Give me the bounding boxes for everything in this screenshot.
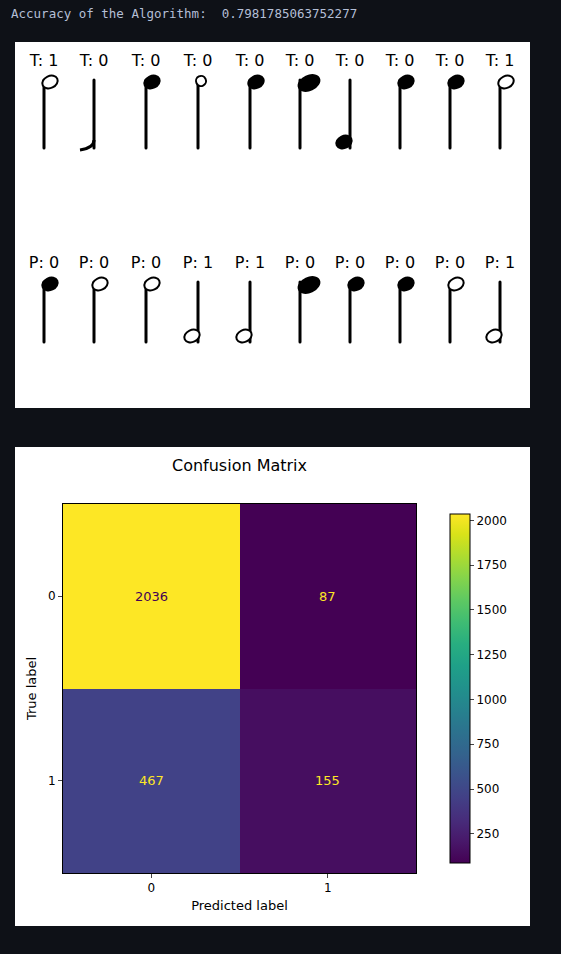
svg-text:Predicted label: Predicted label xyxy=(191,898,288,913)
svg-text:1750: 1750 xyxy=(476,558,507,572)
svg-text:87: 87 xyxy=(319,589,336,604)
svg-text:1: 1 xyxy=(48,774,56,788)
svg-text:2000: 2000 xyxy=(476,514,507,528)
svg-text:T: 0: T: 0 xyxy=(335,51,365,70)
svg-text:P: 1: P: 1 xyxy=(183,253,213,272)
svg-text:T: 0: T: 0 xyxy=(235,51,265,70)
svg-text:True label: True label xyxy=(24,657,39,721)
svg-text:P: 0: P: 0 xyxy=(131,253,161,272)
svg-text:Confusion Matrix: Confusion Matrix xyxy=(172,456,307,475)
svg-text:P: 1: P: 1 xyxy=(485,253,515,272)
svg-text:750: 750 xyxy=(476,737,499,751)
svg-text:0: 0 xyxy=(48,589,56,603)
svg-text:2036: 2036 xyxy=(135,589,168,604)
svg-text:P: 1: P: 1 xyxy=(235,253,265,272)
svg-text:P: 0: P: 0 xyxy=(335,253,365,272)
svg-text:T: 0: T: 0 xyxy=(435,51,465,70)
svg-text:T: 0: T: 0 xyxy=(183,51,213,70)
svg-text:T: 0: T: 0 xyxy=(285,51,315,70)
svg-text:1250: 1250 xyxy=(476,648,507,662)
svg-text:P: 0: P: 0 xyxy=(29,253,59,272)
svg-text:1: 1 xyxy=(324,881,332,895)
svg-text:P: 0: P: 0 xyxy=(285,253,315,272)
svg-text:P: 0: P: 0 xyxy=(435,253,465,272)
svg-text:P: 0: P: 0 xyxy=(79,253,109,272)
svg-text:P: 0: P: 0 xyxy=(385,253,415,272)
svg-text:T: 0: T: 0 xyxy=(131,51,161,70)
svg-text:T: 1: T: 1 xyxy=(485,51,515,70)
svg-text:155: 155 xyxy=(315,773,340,788)
svg-text:T: 0: T: 0 xyxy=(79,51,109,70)
svg-text:1000: 1000 xyxy=(476,693,507,707)
svg-text:1500: 1500 xyxy=(476,603,507,617)
svg-text:250: 250 xyxy=(476,827,499,841)
svg-text:467: 467 xyxy=(139,773,164,788)
svg-text:500: 500 xyxy=(476,782,499,796)
svg-text:0: 0 xyxy=(147,881,155,895)
html-text:Accuracy of the Algorithm: 0.7: Accuracy of the Algorithm: 0.79817850637… xyxy=(11,6,358,21)
svg-text:T: 1: T: 1 xyxy=(29,51,59,70)
svg-text:T: 0: T: 0 xyxy=(385,51,415,70)
